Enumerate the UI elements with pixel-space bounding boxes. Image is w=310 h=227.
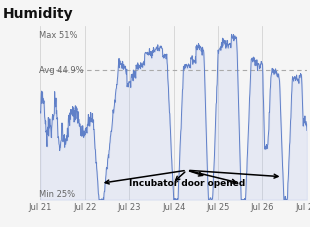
- Text: Avg 44.9%: Avg 44.9%: [39, 66, 84, 75]
- Text: Min 25%: Min 25%: [39, 190, 75, 198]
- Text: Humidity: Humidity: [3, 7, 74, 21]
- Text: Max 51%: Max 51%: [39, 30, 78, 39]
- Text: Incubator door opened: Incubator door opened: [129, 178, 245, 187]
